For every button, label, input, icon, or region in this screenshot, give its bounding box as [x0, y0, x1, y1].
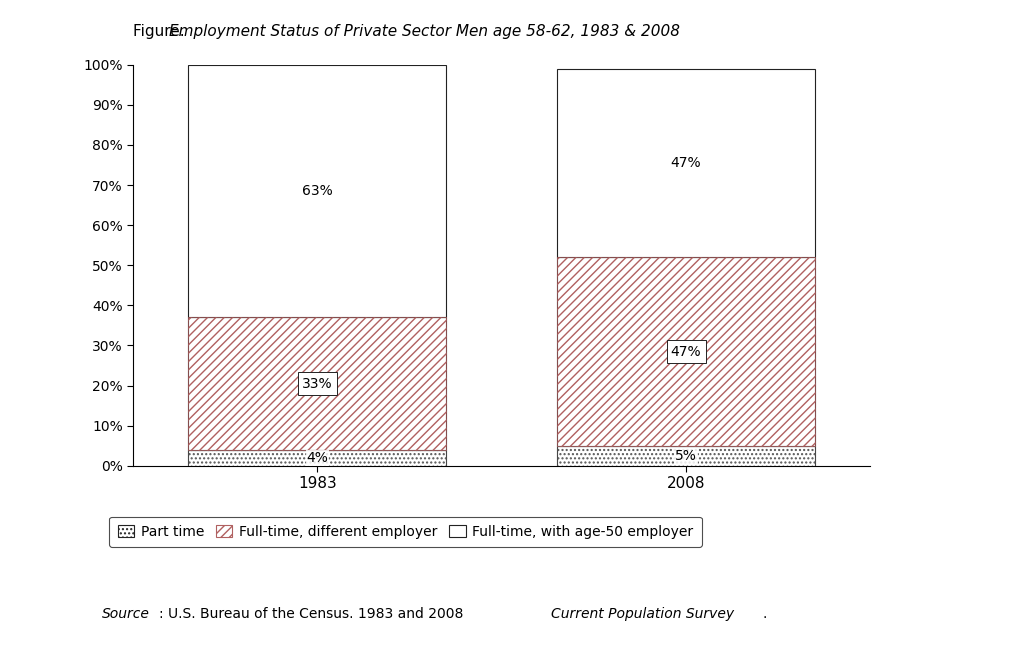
Legend: Part time, Full-time, different employer, Full-time, with age-50 employer: Part time, Full-time, different employer…	[110, 516, 701, 547]
Bar	[557, 258, 815, 446]
Bar	[557, 446, 815, 466]
Bar	[188, 450, 446, 466]
Text: 63%: 63%	[302, 184, 333, 198]
Text: 33%: 33%	[302, 377, 333, 391]
Text: Figure.: Figure.	[133, 24, 189, 39]
Text: 47%: 47%	[671, 344, 701, 358]
Bar	[188, 318, 446, 450]
Text: 4%: 4%	[306, 451, 329, 465]
Bar	[188, 318, 446, 450]
Bar	[188, 450, 446, 466]
Text: 5%: 5%	[675, 449, 697, 463]
Text: Employment Status of Private Sector Men age 58-62, 1983 & 2008: Employment Status of Private Sector Men …	[169, 24, 680, 39]
Bar	[188, 65, 446, 318]
Bar	[557, 69, 815, 258]
Text: 47%: 47%	[671, 156, 701, 170]
Bar	[557, 446, 815, 466]
Bar	[557, 258, 815, 446]
Text: Source: Source	[102, 607, 151, 621]
Text: Current Population Survey: Current Population Survey	[551, 607, 734, 621]
Text: .: .	[763, 607, 767, 621]
Text: : U.S. Bureau of the Census. 1983 and 2008: : U.S. Bureau of the Census. 1983 and 20…	[159, 607, 468, 621]
